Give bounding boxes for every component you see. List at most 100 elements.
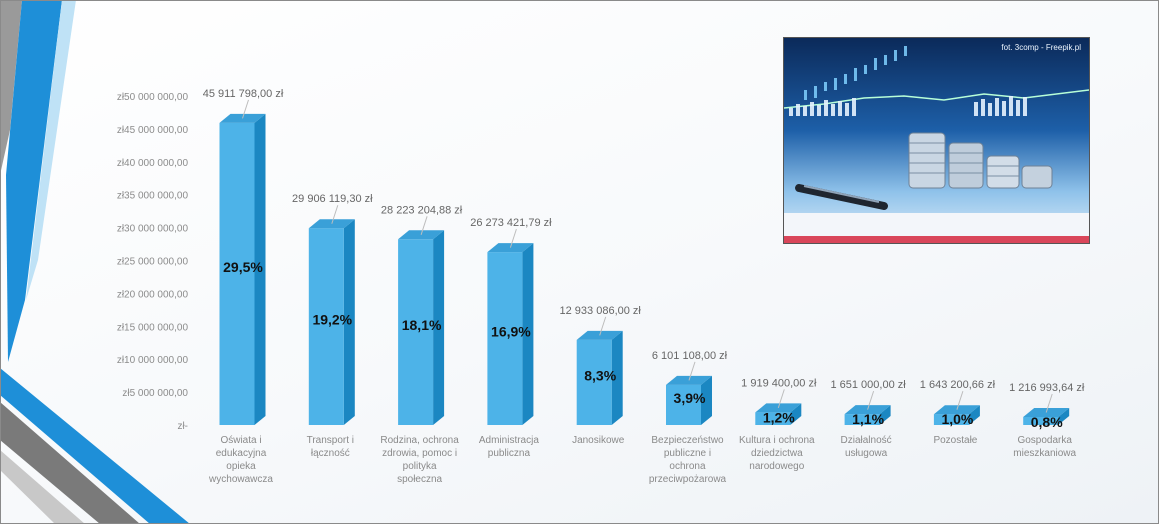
percent-label: 1,1% [852,411,884,427]
bar [398,239,434,425]
category-label: Pozostałe [933,435,977,446]
bottom-gray-stripe [0,402,140,524]
bottom-blue-stripe [0,368,190,524]
photo-credit: fot. 3comp - Freepik.pl [1001,43,1081,52]
value-leader-line [1045,393,1053,413]
bar [844,414,880,425]
bar [666,384,701,425]
value-label: 1 216 993,64 zł [1009,382,1085,394]
y-tick-label: zł- [177,421,188,432]
category-label: Rodzina, ochrona zdrowia, pomoc i polityka… [380,435,459,485]
category-label-line: polityka [403,461,437,472]
trend-line [784,89,1089,109]
value-label: 45 911 798,00 zł [203,88,284,100]
category-label-line: opieka [226,461,256,472]
bottom-light-stripe [0,450,85,524]
percent-label: 3,9% [674,390,706,406]
bar-side [701,375,712,425]
category-label-line: dziedzictwa [751,448,803,459]
bar [933,414,969,425]
value-label: 1 651 000,00 zł [830,379,906,391]
category-label-line: Rodzina, ochrona [380,435,459,446]
category-label-line: łączność [311,448,350,459]
category-label: Gospodarka mieszkaniowa [1013,435,1076,459]
bar [308,228,344,425]
finance-photo-illustration [784,38,1089,243]
coin-stacks-icon [908,132,1053,189]
percent-label: 19,2% [312,312,352,328]
value-leader-line [420,216,428,235]
category-label-line: Transport i [307,435,354,446]
value-leader-line [331,205,339,224]
value-label: 26 273 421,79 zł [470,217,552,229]
bar-side [343,219,355,425]
category-label-line: edukacyjna [216,448,267,459]
category-label: Bezpieczeństwo publiczne i ochrona przeciwp… [649,435,727,485]
bar-side [254,113,266,426]
value-leader-line [509,228,517,248]
category-label-line: usługowa [845,448,888,459]
value-label: 1 643 200,66 zł [920,379,996,391]
category-label-line: narodowego [749,461,804,472]
category-label: Administracja publiczna [479,435,539,459]
category-label-line: ochrona [669,461,706,472]
percent-label: 8,3% [584,367,616,383]
y-tick-label: zł25 000 000,00 [117,257,189,268]
bar [576,339,612,425]
category-label-line: publiczna [488,448,531,459]
y-tick-label: zł10 000 000,00 [117,355,189,366]
y-tick-label: zł30 000 000,00 [117,224,189,235]
bar-side [611,330,623,425]
notebook-edge [784,236,1089,243]
category-label: Transport i łączność [307,435,354,459]
value-leader-line [777,389,785,409]
value-leader-line [599,316,607,336]
bar-group: 26 273 421,79 zł 16,9% [470,217,552,425]
bar-side [968,405,980,425]
value-label: 6 101 108,00 zł [652,350,728,362]
value-label: 12 933 086,00 zł [560,305,642,317]
top-light-stripe [26,0,76,300]
percent-label: 18,1% [402,317,442,333]
bar-graph-strip [789,96,1027,116]
category-label-line: Administracja [479,435,539,446]
candlestick-chart [804,46,907,100]
bar-side [790,403,802,425]
category-label-line: publiczne i [664,448,711,459]
category-label-line: zdrowia, pomoc i [382,448,457,459]
category-label-line: Gospodarka [1017,435,1072,446]
category-label-line: Oświata i [220,435,261,446]
category-label-line: Kultura i ochrona [739,435,815,446]
bar-group: 28 223 204,88 zł 18,1% [381,204,463,425]
bar-group: 1 643 200,66 zł 1,0% [920,379,996,427]
percent-label: 29,5% [223,259,263,275]
value-label: 1 919 400,00 zł [741,377,817,389]
pen-icon [795,184,888,210]
category-label: Janosikowe [572,435,625,446]
category-label-line: przeciwpożarowa [649,474,727,485]
value-label: 28 223 204,88 zł [381,204,463,216]
category-label-line: mieszkaniowa [1013,448,1076,459]
bar [487,252,523,425]
percent-label: 0,8% [1031,414,1063,430]
y-tick-label: zł40 000 000,00 [117,158,189,169]
percent-label: 1,2% [763,409,795,425]
top-blue-stripe [6,0,62,362]
category-label-line: społeczna [397,474,442,485]
bar-side [433,230,445,425]
percent-label: 1,0% [941,411,973,427]
y-axis: zł-zł5 000 000,00 zł10 000 000,00 zł15 000… [117,92,189,432]
bars: 45 911 798,00 zł 29,5% 29 906 119,30 zł 19,… [203,88,1085,430]
value-leader-line [956,391,964,410]
y-tick-label: zł35 000 000,00 [117,191,189,202]
y-tick-label: zł15 000 000,00 [117,322,189,333]
y-tick-label: zł5 000 000,00 [122,388,188,399]
bar-group: 1 216 993,64 zł 0,8% [1009,382,1085,430]
bar-side [522,243,534,425]
bar-group: 1 919 400,00 zł 1,2% [741,377,817,425]
finance-photo: fot. 3comp - Freepik.pl [783,37,1090,244]
bar-side [879,405,891,425]
